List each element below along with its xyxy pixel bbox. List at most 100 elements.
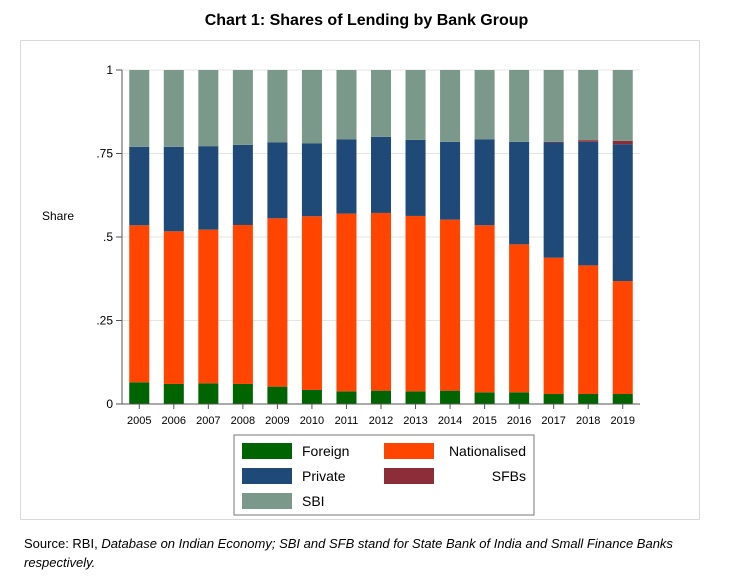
x-tick-label: 2007 xyxy=(196,415,220,427)
x-tick-label: 2019 xyxy=(610,415,634,427)
x-tick-label: 2011 xyxy=(335,415,359,427)
bar-nationalised-2012 xyxy=(370,212,392,391)
y-tick-label: .75 xyxy=(96,147,113,161)
bar-sbi-2008 xyxy=(232,70,253,145)
bar-foreign-2005 xyxy=(129,382,150,404)
bar-nationalised-2014 xyxy=(440,219,461,391)
bar-foreign-2014 xyxy=(440,390,461,404)
bar-sbi-2014 xyxy=(440,70,461,142)
bar-nationalised-2010 xyxy=(301,216,322,390)
bar-nationalised-2013 xyxy=(405,215,426,392)
bar-private-2016 xyxy=(509,141,530,245)
bar-sbi-2007 xyxy=(198,70,219,147)
bar-foreign-2015 xyxy=(474,392,495,404)
bar-private-2011 xyxy=(336,139,357,214)
y-tick-label: 1 xyxy=(106,63,113,77)
x-tick-label: 2016 xyxy=(507,415,531,427)
legend: Foreign Nationalised Private SFBs SBI xyxy=(233,434,535,516)
bar-sfbs-2019 xyxy=(612,140,633,145)
x-tick-label: 2012 xyxy=(369,415,393,427)
legend-swatch-sfbs xyxy=(384,468,434,484)
bar-foreign-2007 xyxy=(198,383,219,404)
x-tick-label: 2013 xyxy=(403,415,427,427)
y-tick-label: .25 xyxy=(96,314,113,328)
bar-private-2019 xyxy=(612,144,633,282)
bar-foreign-2019 xyxy=(612,393,633,404)
bar-nationalised-2019 xyxy=(612,281,633,394)
bar-nationalised-2018 xyxy=(578,265,599,394)
x-tick-label: 2006 xyxy=(162,415,186,427)
source-italic: Database on Indian Economy; SBI and SFB … xyxy=(24,536,673,570)
bar-sbi-2018 xyxy=(578,70,599,141)
bar-sbi-2009 xyxy=(267,70,288,143)
bar-private-2017 xyxy=(543,142,564,258)
bar-foreign-2008 xyxy=(232,383,253,404)
bar-private-2014 xyxy=(440,141,461,220)
bar-foreign-2006 xyxy=(163,383,184,404)
axes: 0 .25 .5 .75 1 2005 2006 2007 2008 2009 2010 2011 20… xyxy=(96,63,640,427)
bar-private-2015 xyxy=(474,139,495,226)
bar-sbi-2019 xyxy=(612,70,633,141)
legend-swatch-sbi xyxy=(242,493,292,509)
x-tick-label: 2009 xyxy=(265,415,289,427)
bar-sbi-2012 xyxy=(370,70,392,137)
legend-swatch-nationalised xyxy=(384,443,434,459)
bar-sbi-2005 xyxy=(129,70,150,147)
x-tick-label: 2005 xyxy=(127,415,151,427)
bar-sbi-2010 xyxy=(301,70,322,144)
bar-nationalised-2016 xyxy=(509,244,530,393)
bar-nationalised-2009 xyxy=(267,218,288,387)
legend-swatch-private xyxy=(242,468,292,484)
bar-foreign-2012 xyxy=(370,390,392,404)
chart-title: Chart 1: Shares of Lending by Bank Group xyxy=(204,12,529,29)
y-tick-label: 0 xyxy=(106,397,113,411)
bar-foreign-2010 xyxy=(301,389,322,404)
bar-foreign-2009 xyxy=(267,386,288,404)
bar-nationalised-2007 xyxy=(198,229,219,384)
bar-sbi-2017 xyxy=(543,70,564,142)
bar-private-2013 xyxy=(405,139,426,216)
bar-private-2012 xyxy=(370,136,392,213)
bar-foreign-2017 xyxy=(543,393,564,404)
bar-nationalised-2006 xyxy=(163,231,184,384)
legend-label-foreign: Foreign xyxy=(302,443,349,459)
bar-private-2010 xyxy=(301,143,322,217)
bar-private-2007 xyxy=(198,146,219,230)
bar-foreign-2011 xyxy=(336,391,357,404)
bar-nationalised-2011 xyxy=(336,213,357,392)
legend-swatch-foreign xyxy=(242,443,292,459)
bar-nationalised-2015 xyxy=(474,225,495,393)
x-tick-label: 2018 xyxy=(576,415,600,427)
bar-sbi-2016 xyxy=(509,70,530,142)
bar-private-2018 xyxy=(578,141,599,266)
bar-private-2009 xyxy=(267,142,288,219)
y-axis-label: Share xyxy=(42,209,74,223)
bar-private-2006 xyxy=(163,146,184,232)
bar-nationalised-2017 xyxy=(543,257,564,394)
bar-sfbs-2018 xyxy=(578,140,599,142)
x-tick-label: 2015 xyxy=(472,415,496,427)
legend-label-sfbs: SFBs xyxy=(492,468,526,484)
bar-foreign-2018 xyxy=(578,393,599,404)
bar-private-2005 xyxy=(129,146,150,226)
legend-label-nationalised: Nationalised xyxy=(449,443,526,459)
x-tick-label: 2017 xyxy=(541,415,565,427)
source-note: Source: RBI, Database on Indian Economy;… xyxy=(24,534,714,572)
x-tick-label: 2010 xyxy=(300,415,324,427)
bar-foreign-2016 xyxy=(509,392,530,404)
bar-sfbs-2017 xyxy=(543,141,564,143)
source-prefix: Source: RBI, xyxy=(24,536,102,551)
legend-label-sbi: SBI xyxy=(302,493,325,509)
x-tick-label: 2008 xyxy=(231,415,255,427)
bar-sbi-2015 xyxy=(474,70,495,140)
bar-foreign-2013 xyxy=(405,391,426,404)
bar-stacks xyxy=(129,70,633,404)
bar-private-2008 xyxy=(232,144,253,225)
y-tick-label: .5 xyxy=(103,230,113,244)
bar-sbi-2006 xyxy=(163,70,184,147)
x-tick-label: 2014 xyxy=(438,415,462,427)
bar-nationalised-2008 xyxy=(232,224,253,384)
bar-nationalised-2005 xyxy=(129,225,150,383)
bar-sbi-2011 xyxy=(336,70,357,140)
